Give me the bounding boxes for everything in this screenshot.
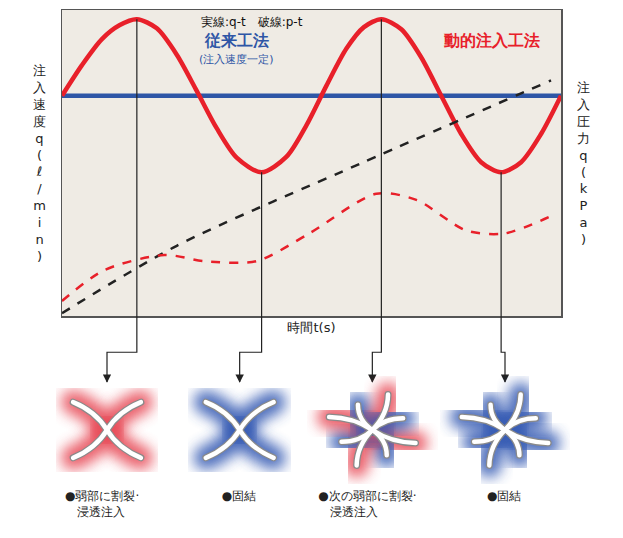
- svg-text:実線:q-t 破線:p-t: 実線:q-t 破線:p-t: [201, 15, 303, 29]
- svg-text:従来工法: 従来工法: [204, 31, 269, 50]
- svg-text:●次の弱部に割裂·浸透注入: ●次の弱部に割裂·浸透注入: [318, 489, 416, 519]
- svg-text:(注入速度一定): (注入速度一定): [199, 53, 274, 66]
- svg-text:●固結: ●固結: [222, 489, 256, 503]
- svg-text:注入圧力q(kPa): 注入圧力q(kPa): [577, 80, 590, 247]
- svg-text:動的注入工法: 動的注入工法: [443, 31, 540, 50]
- svg-text:注入速度q(ℓ/min): 注入速度q(ℓ/min): [33, 63, 46, 264]
- svg-text:●固結: ●固結: [487, 489, 521, 503]
- svg-text:●弱部に割裂·浸透注入: ●弱部に割裂·浸透注入: [65, 489, 139, 519]
- svg-text:時間t(s): 時間t(s): [287, 320, 335, 335]
